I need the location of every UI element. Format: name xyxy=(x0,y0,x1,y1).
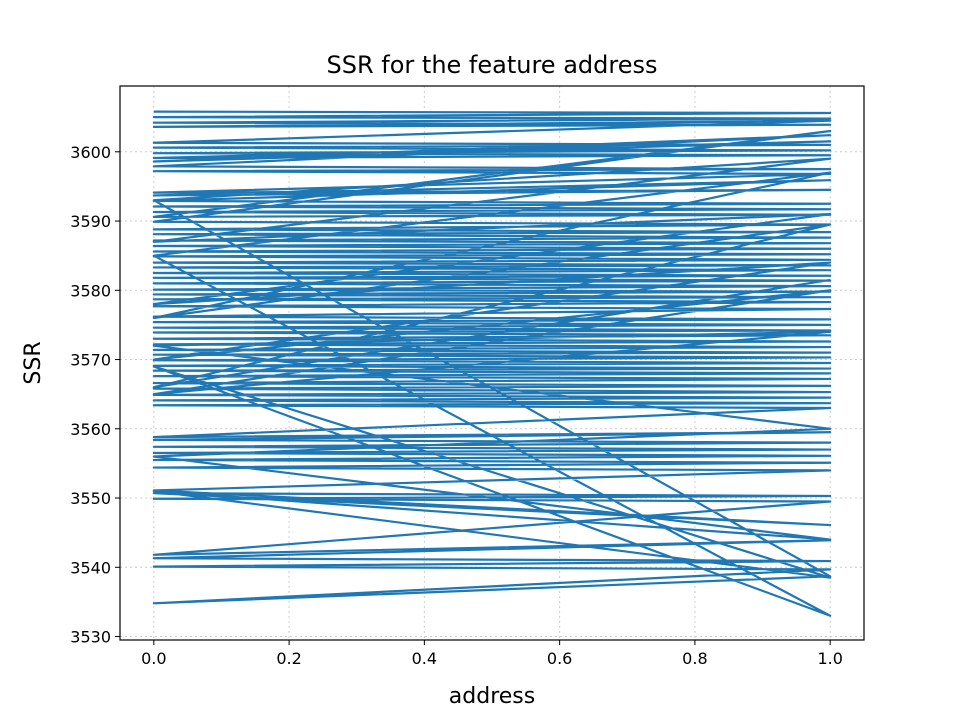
x-tick-label: 0.6 xyxy=(547,649,572,668)
series-line-0 xyxy=(152,110,832,617)
x-tick-label: 0.4 xyxy=(412,649,437,668)
y-tick-label: 3530 xyxy=(70,628,111,647)
y-axis-label: SSR xyxy=(21,341,46,384)
y-axis-ticks: 3530 3540 3550 3560 3570 3580 3590 3600 xyxy=(70,143,120,647)
x-axis-label: address xyxy=(449,684,535,709)
x-tick-label: 0.8 xyxy=(682,649,707,668)
y-tick-label: 3580 xyxy=(70,281,111,300)
x-tick-label: 0.0 xyxy=(141,649,166,668)
series-layer xyxy=(152,110,832,617)
axes-frame xyxy=(119,85,865,641)
y-tick-label: 3600 xyxy=(70,143,111,162)
x-axis-ticks: 0.0 0.2 0.4 0.6 0.8 1.0 xyxy=(141,640,843,668)
y-tick-label: 3570 xyxy=(70,351,111,370)
x-tick-label: 1.0 xyxy=(817,649,842,668)
y-tick-label: 3540 xyxy=(70,558,111,577)
x-tick-label: 0.2 xyxy=(276,649,301,668)
y-tick-label: 3550 xyxy=(70,489,111,508)
y-tick-label: 3560 xyxy=(70,420,111,439)
y-tick-label: 3590 xyxy=(70,212,111,231)
chart-title: SSR for the feature address xyxy=(327,51,658,79)
